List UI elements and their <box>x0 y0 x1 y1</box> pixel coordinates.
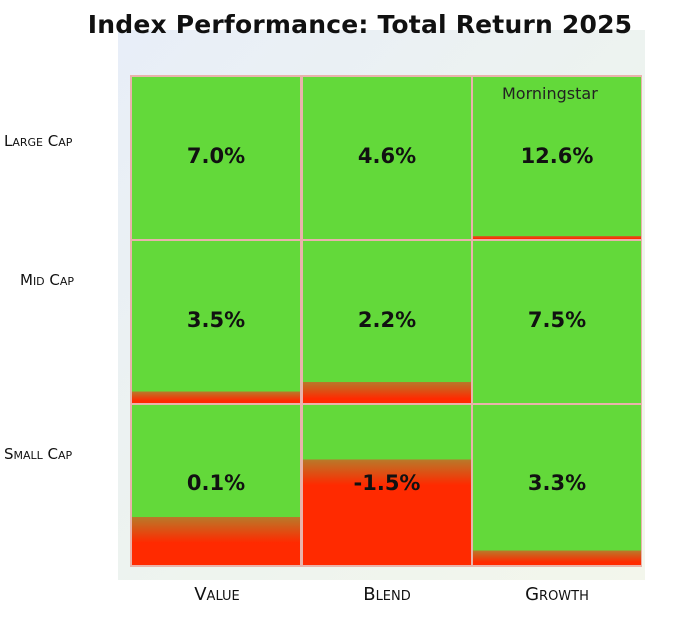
cell-value: 0.1% <box>186 471 246 495</box>
source-note: Morningstar <box>502 84 598 103</box>
col-label-blend: Blend <box>363 584 411 605</box>
cell-large-cap-growth: 12.6% <box>473 77 641 239</box>
cell-small-cap-value: 0.1% <box>132 405 300 565</box>
row-label-large-cap: Large Cap <box>4 132 73 150</box>
row-label-small-cap: Small Cap <box>4 445 73 463</box>
cell-mid-cap-value: 3.5% <box>132 241 300 403</box>
cell-value: 3.3% <box>527 471 587 495</box>
cell-value: -1.5% <box>353 471 421 495</box>
cell-value: 2.2% <box>357 308 417 332</box>
cell-small-cap-growth: 3.3% <box>473 405 641 565</box>
cell-mid-cap-growth: 7.5% <box>473 241 641 403</box>
cell-large-cap-value: 7.0% <box>132 77 300 239</box>
cell-value: 3.5% <box>186 308 246 332</box>
cell-value: 7.5% <box>527 308 587 332</box>
col-label-value: Value <box>194 584 240 605</box>
cell-small-cap-blend: -1.5% <box>303 405 471 565</box>
row-label-mid-cap: Mid Cap <box>20 271 75 289</box>
cell-value: 7.0% <box>186 144 246 168</box>
cell-mid-cap-blend: 2.2% <box>303 241 471 403</box>
cell-value: 4.6% <box>357 144 417 168</box>
chart-title: Index Performance: Total Return 2025 <box>87 10 633 39</box>
cell-value: 12.6% <box>520 144 594 168</box>
cell-large-cap-blend: 4.6% <box>303 77 471 239</box>
col-label-growth: Growth <box>525 584 589 605</box>
